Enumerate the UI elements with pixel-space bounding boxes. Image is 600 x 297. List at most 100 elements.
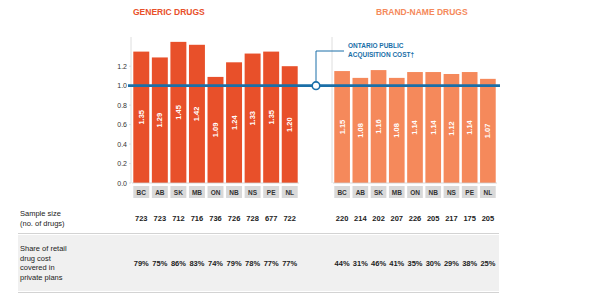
table-cell: 712	[172, 214, 185, 223]
table-cell: 29%	[444, 259, 459, 268]
table-cell: 79%	[227, 259, 242, 268]
table-row-bg	[18, 205, 499, 232]
table-cell: 44%	[335, 259, 350, 268]
bar	[334, 71, 350, 183]
table-cell: 220	[336, 214, 349, 223]
y-tick	[129, 105, 131, 106]
table-cell: 205	[482, 214, 495, 223]
bar	[263, 52, 279, 183]
data-label: 1.45	[174, 105, 183, 120]
table-cell: 46%	[371, 259, 386, 268]
table-cell: 728	[246, 214, 259, 223]
data-label: 1.29	[155, 113, 164, 128]
x-tick-label: ON	[410, 189, 420, 196]
category-box	[152, 186, 168, 198]
data-label: 1.14	[429, 119, 438, 134]
row-label: private plans	[20, 273, 63, 282]
table-cell: 207	[391, 214, 404, 223]
category-box	[282, 186, 298, 198]
category-box	[389, 186, 405, 198]
category-box	[352, 186, 368, 198]
table-cell: 677	[265, 214, 278, 223]
x-tick-label: MB	[392, 189, 402, 196]
bar	[282, 66, 298, 183]
x-tick-label: NB	[429, 189, 439, 196]
table-cell: 722	[283, 214, 296, 223]
bar	[226, 62, 242, 183]
y-axis-line	[332, 37, 333, 183]
table-cell: 75%	[152, 259, 167, 268]
bars	[334, 70, 495, 183]
annotation-text: ONTARIO PUBLIC	[348, 42, 404, 49]
data-label: 1.07	[483, 124, 492, 139]
table-cell: 79%	[134, 259, 149, 268]
y-tick	[129, 163, 131, 164]
bar	[133, 52, 149, 183]
table-cell: 205	[427, 214, 440, 223]
x-tick-label: AB	[155, 189, 165, 196]
x-tick-label: AB	[356, 189, 366, 196]
table-cell: 86%	[171, 259, 186, 268]
category-box	[170, 186, 186, 198]
reference-marker	[312, 82, 320, 90]
data-label: 1.12	[447, 121, 456, 136]
bar	[208, 77, 224, 183]
x-tick-label: NS	[248, 189, 258, 196]
leader-line	[316, 51, 344, 82]
x-tick-label: NL	[484, 189, 493, 196]
table-cell: 25%	[480, 259, 495, 268]
data-label: 1.33	[248, 111, 257, 126]
table-cell: 217	[445, 214, 458, 223]
data-label: 1.14	[411, 119, 420, 134]
y-tick-label: 0.8	[117, 102, 127, 109]
table-cell: 77%	[264, 259, 279, 268]
row-label: drug cost	[20, 254, 52, 263]
table-cell: 38%	[462, 259, 477, 268]
data-label: 1.35	[267, 110, 276, 125]
annotation-text: ACQUISITION COST†	[348, 51, 414, 59]
y-tick-label: 0.0	[117, 180, 127, 187]
table-row-bg	[18, 235, 499, 291]
row-label: Sample size	[20, 209, 61, 218]
x-tick-label: BC	[337, 189, 347, 196]
category-box	[371, 186, 387, 198]
x-tick-label: BC	[137, 189, 147, 196]
chart-figure: GENERIC DRUGS0.00.20.40.60.81.01.21.351.…	[0, 0, 600, 297]
table-cell: 214	[354, 214, 367, 223]
y-tick-label: 0.2	[117, 160, 127, 167]
x-axis-line	[333, 183, 497, 184]
row-label: covered in	[20, 263, 55, 272]
table-cell: 723	[154, 214, 167, 223]
category-box	[208, 186, 224, 198]
data-label: 1.14	[465, 119, 474, 134]
category-box	[263, 186, 279, 198]
bar	[152, 57, 168, 183]
category-box	[444, 186, 460, 198]
y-tick-label: 0.4	[117, 141, 127, 148]
category-box	[133, 186, 149, 198]
x-axis-line	[132, 183, 299, 184]
chart-title: BRAND-NAME DRUGS	[376, 7, 468, 17]
x-tick-label: SK	[174, 189, 183, 196]
y-tick-label: 1.2	[117, 63, 127, 70]
x-tick-label: NB	[229, 189, 239, 196]
table-cell: 31%	[353, 259, 368, 268]
y-tick-label: 0.6	[117, 121, 127, 128]
category-box	[334, 186, 350, 198]
bar	[407, 72, 423, 183]
row-label: (no. of drugs)	[20, 219, 65, 228]
category-box	[480, 186, 496, 198]
data-label: 1.08	[356, 123, 365, 138]
reference-annotation: ONTARIO PUBLIC ACQUISITION COST†	[128, 42, 500, 89]
table-cell: 202	[372, 214, 385, 223]
table: Sample size(no. of drugs)723723712716736…	[18, 205, 499, 293]
category-box	[189, 186, 205, 198]
bar	[425, 72, 441, 183]
table-cell: 736	[209, 214, 222, 223]
x-tick-label: ON	[211, 189, 221, 196]
table-cell: 175	[463, 214, 476, 223]
y-tick	[129, 124, 131, 125]
x-tick-label: NL	[285, 189, 294, 196]
y-tick	[129, 144, 131, 145]
bar	[480, 79, 496, 183]
